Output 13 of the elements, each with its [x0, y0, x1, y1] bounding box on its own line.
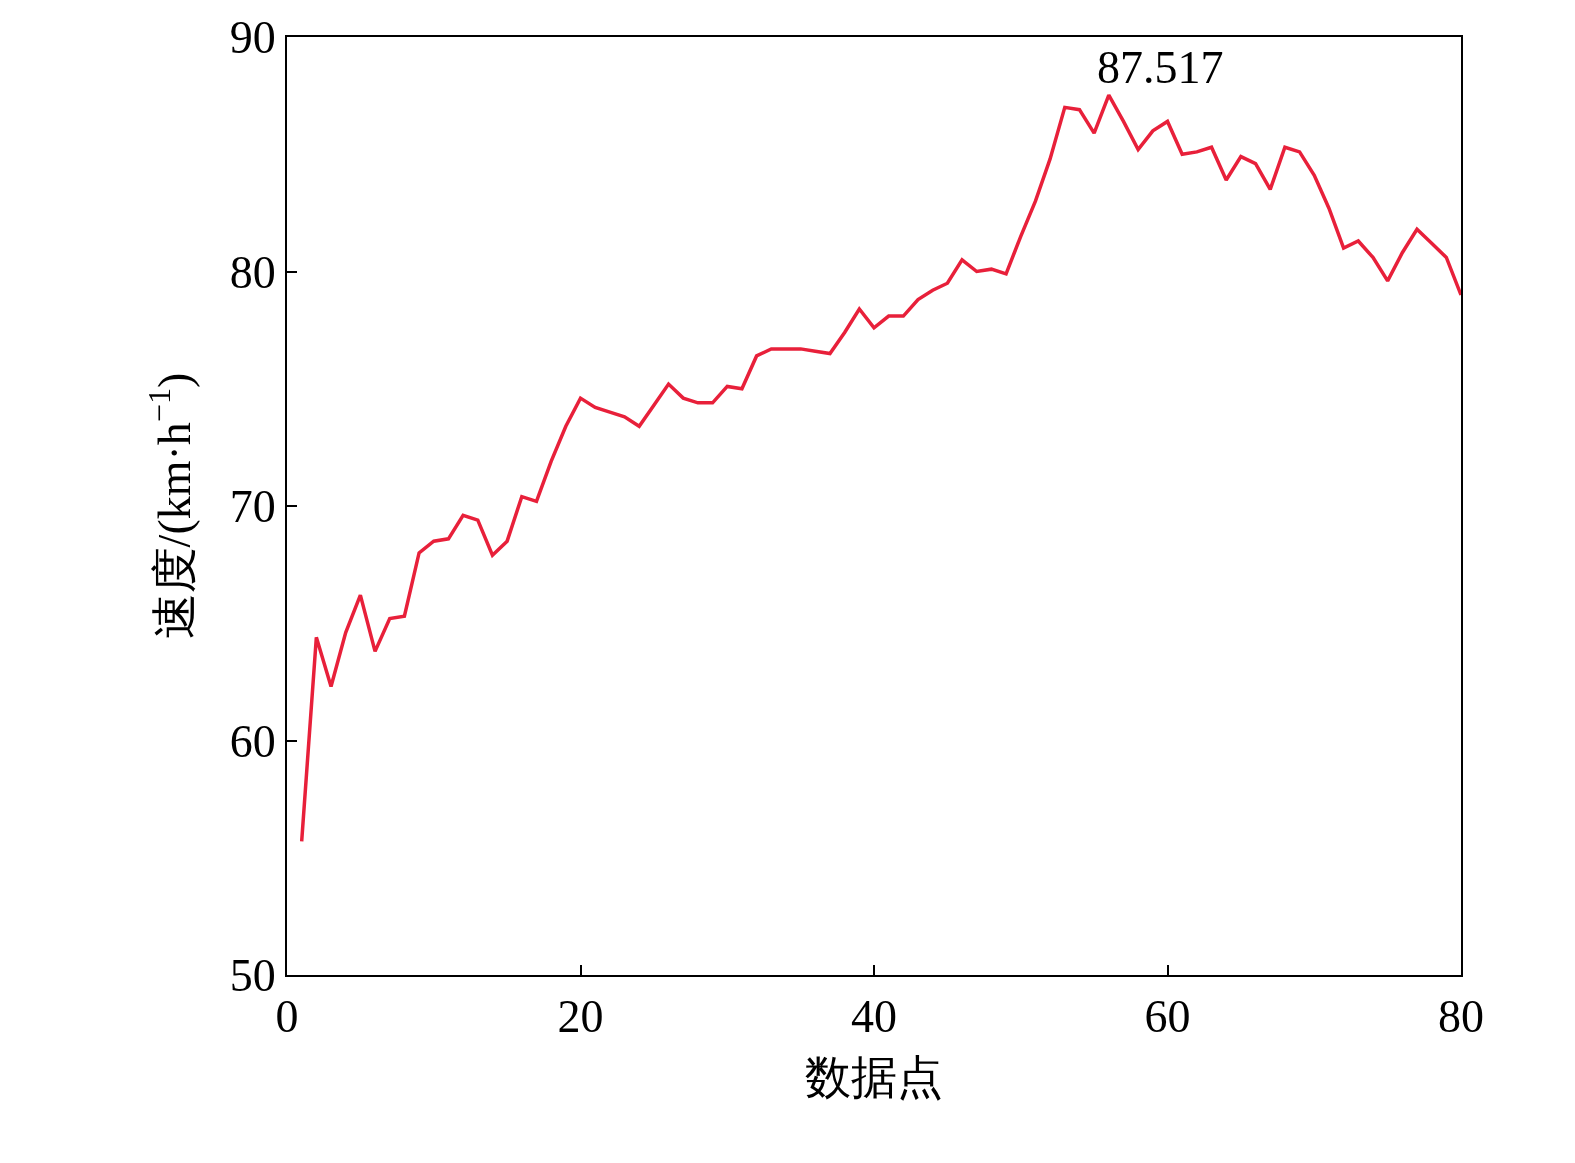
annotation: 87.517	[1097, 42, 1224, 93]
y-tick-label: 90	[229, 12, 276, 64]
y-tick-label: 60	[229, 715, 276, 767]
y-tick-label: 70	[229, 481, 276, 533]
line-series	[299, 93, 1461, 844]
x-tick-label: 60	[1144, 991, 1191, 1043]
y-tick-label: 80	[229, 246, 276, 298]
x-tick-label: 40	[851, 991, 897, 1043]
x-axis-title: 数据点	[805, 1052, 943, 1104]
x-tick-label: 20	[557, 991, 604, 1043]
y-tick-label: 50	[229, 950, 276, 1002]
x-tick-label: 0	[275, 991, 299, 1043]
x-tick-label: 80	[1438, 991, 1484, 1043]
